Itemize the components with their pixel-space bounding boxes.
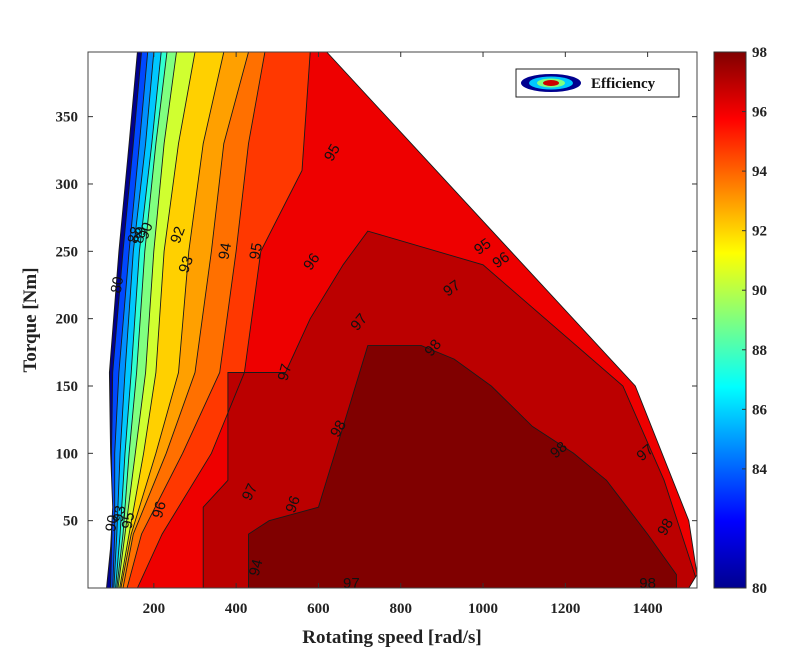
contour-label-98: 98 [639,575,656,592]
contour-label-95: 95 [321,141,344,164]
contour-line-94 [126,52,266,588]
contour-label-94: 94 [215,242,235,261]
contour-label-95: 95 [246,242,266,261]
colorbar-tick-label: 90 [752,283,767,299]
y-axis-ticks: 50 100 150 200 250 300 350 [56,110,697,530]
contour-line-97 [248,345,677,588]
contour-label-89: 89 [130,225,151,246]
x-tick-label: 200 [143,601,166,617]
colorbar-tick-label: 80 [752,581,767,597]
colorbar-gradient [713,51,747,589]
contour-line-89 [116,52,168,588]
plot-frame [87,51,698,589]
x-tick-label: 400 [225,601,248,617]
contour-label-97: 97 [275,362,296,383]
contour-label-90: 90 [102,514,122,533]
contour-label-96: 96 [149,500,170,521]
contour-line-96 [202,230,697,588]
contour-label-97: 97 [440,277,463,300]
x-tick-label: 1000 [468,601,498,617]
y-tick-label: 100 [56,446,79,462]
y-tick-label: 150 [56,379,79,395]
colorbar-tick-label: 96 [752,105,768,121]
colorbar-tick-label: 84 [752,462,768,478]
y-axis-label: Torque [Nm] [20,267,41,372]
x-tick-label: 1400 [633,601,663,617]
contour-line-93 [122,52,249,588]
contour-label-97: 97 [239,481,261,503]
colorbar-ticks: 80 84 86 88 90 92 94 96 98 [742,45,768,597]
legend-box: Efficiency [515,68,680,98]
contour-label-94: 94 [246,557,267,578]
x-axis-ticks: 200 400 600 800 1000 1200 1400 [143,52,663,617]
contour-label-80: 80 [108,275,128,294]
contour-label-88: 88 [124,225,145,246]
contour-label-97: 97 [343,575,360,592]
colorbar-tick-label: 94 [752,164,768,180]
contour-label-96: 96 [282,494,304,515]
contour-label-96: 96 [489,249,512,272]
x-axis-label: Rotating speed [rad/s] [302,627,481,648]
y-tick-label: 200 [56,312,79,328]
contour-line-88 [115,52,162,588]
y-tick-label: 300 [56,177,79,193]
colorbar-tick-label: 86 [752,402,768,418]
contour-region-98 [248,345,697,588]
contour-label-93: 93 [110,504,130,523]
colorbar-tick-label: 92 [752,224,767,240]
contour-lines [106,52,697,588]
contour-legend-icon [521,74,581,92]
contour-line-82 [110,52,142,588]
contour-label-93: 93 [175,254,197,275]
contour-label-98: 98 [654,516,677,539]
x-tick-label: 800 [389,601,412,617]
contour-line-86 [113,52,155,588]
operating-envelope-outline [106,52,697,588]
contour-label-98: 98 [327,417,350,440]
contour-line-84 [112,52,149,588]
contour-label-92: 92 [167,224,189,245]
contour-line-92 [120,52,225,588]
colorbar-tick-label: 88 [752,343,767,359]
x-tick-label: 1200 [550,601,580,617]
contour-label-95: 95 [119,511,139,530]
contour-line-90 [117,52,177,588]
y-tick-label: 250 [56,244,79,260]
contour-label-90: 90 [135,220,157,241]
y-tick-label: 350 [56,110,79,126]
colorbar-tick-label: 98 [752,45,767,61]
contour-label-95: 95 [471,235,494,258]
contour-label-96: 96 [300,250,323,273]
contour-line-91 [119,52,196,588]
y-tick-label: 50 [63,514,78,530]
x-tick-label: 600 [307,601,330,617]
colorbar: 80 84 86 88 90 92 94 96 98 [713,45,768,597]
legend-label: Efficiency [591,76,656,92]
